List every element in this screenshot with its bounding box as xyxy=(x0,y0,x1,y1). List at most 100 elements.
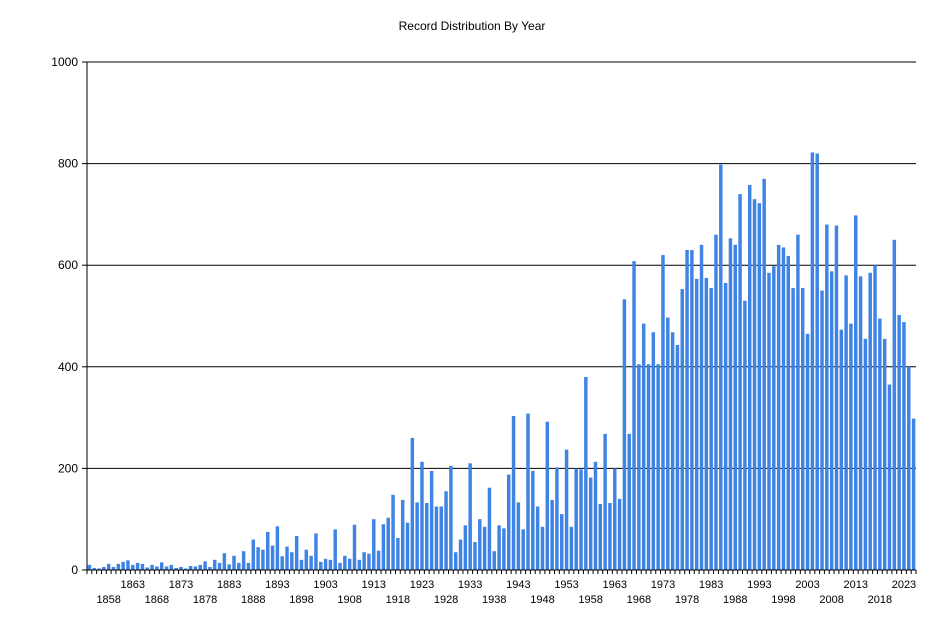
bar xyxy=(106,563,111,570)
bar xyxy=(781,247,786,571)
bar xyxy=(497,525,501,570)
x-tick-label: 1993 xyxy=(747,579,771,591)
bar xyxy=(121,561,125,570)
bar xyxy=(314,533,318,570)
bar xyxy=(887,384,892,570)
bar xyxy=(641,323,646,570)
bar xyxy=(709,288,713,570)
x-tick-label: 1973 xyxy=(651,579,675,591)
bar xyxy=(516,502,521,570)
bar xyxy=(285,546,289,570)
bar xyxy=(569,526,574,570)
y-tick-label: 0 xyxy=(71,563,78,577)
bar xyxy=(810,152,815,570)
bar xyxy=(208,566,212,570)
bar xyxy=(400,499,405,570)
bar xyxy=(632,261,636,570)
bar xyxy=(357,559,362,570)
bar xyxy=(482,526,487,570)
bar xyxy=(622,299,627,570)
y-tick-label: 800 xyxy=(58,157,78,171)
bar xyxy=(579,469,583,570)
bar xyxy=(270,545,275,570)
bar xyxy=(617,498,622,570)
bar xyxy=(193,566,198,570)
bar xyxy=(584,376,588,570)
bar xyxy=(222,553,227,570)
bar xyxy=(723,282,728,570)
bar xyxy=(217,562,222,570)
x-tick-label: 1968 xyxy=(627,594,651,606)
bar xyxy=(902,322,906,570)
bar xyxy=(478,519,482,570)
x-tick-label: 1918 xyxy=(386,594,410,606)
bar xyxy=(458,539,463,570)
bar xyxy=(801,288,805,570)
bar xyxy=(487,487,492,570)
bar xyxy=(410,437,415,570)
bar xyxy=(116,563,121,570)
y-tick-labels: 0 200 400 600 800 1000 xyxy=(51,55,78,577)
bar xyxy=(232,555,236,570)
bar xyxy=(897,314,901,570)
bar xyxy=(434,506,439,570)
bar xyxy=(131,564,135,570)
bar xyxy=(386,517,390,570)
bar xyxy=(333,529,337,570)
bar xyxy=(92,567,96,570)
bar xyxy=(203,561,207,570)
x-tick-label: 1948 xyxy=(530,594,554,606)
bar xyxy=(651,332,656,570)
bar xyxy=(545,421,550,570)
bar xyxy=(743,300,747,570)
bar xyxy=(873,265,877,570)
y-tick-label: 600 xyxy=(58,258,78,272)
bar xyxy=(704,277,709,570)
bar xyxy=(844,275,848,570)
x-tick-label: 1928 xyxy=(434,594,458,606)
bar xyxy=(97,568,101,570)
bar xyxy=(854,215,858,570)
bar xyxy=(473,542,477,570)
x-tick-label: 1963 xyxy=(603,579,627,591)
bar xyxy=(637,364,641,570)
bar xyxy=(425,502,429,570)
bar xyxy=(521,529,525,570)
bar xyxy=(294,535,299,570)
x-tick-label: 1908 xyxy=(337,594,361,606)
bar xyxy=(299,559,304,570)
bar xyxy=(159,562,164,570)
bar xyxy=(531,470,535,570)
bar xyxy=(328,559,333,570)
bar xyxy=(155,566,159,570)
bar xyxy=(613,468,617,570)
bar xyxy=(699,244,704,570)
bar xyxy=(184,568,188,570)
bar xyxy=(757,203,762,570)
bar xyxy=(560,514,564,570)
bar xyxy=(670,332,675,570)
x-tick-labels: 1863 1873 1883 1893 1903 1913 1923 1933 1943 1953… xyxy=(96,579,916,606)
bar xyxy=(762,178,766,570)
bar xyxy=(752,199,757,570)
bar xyxy=(535,506,540,570)
bar xyxy=(690,249,694,570)
bar xyxy=(396,537,400,570)
bar xyxy=(290,552,294,570)
x-tick-label: 1998 xyxy=(771,594,795,606)
bar xyxy=(367,553,371,570)
x-tick-label: 1873 xyxy=(169,579,193,591)
bar xyxy=(338,562,342,570)
bar xyxy=(526,413,530,570)
bar xyxy=(150,564,154,570)
x-tick-label: 1903 xyxy=(313,579,337,591)
bar xyxy=(719,164,723,570)
bar xyxy=(786,256,791,570)
bar xyxy=(256,547,260,570)
x-tick-label: 1883 xyxy=(217,579,241,591)
bar xyxy=(174,567,178,570)
bar xyxy=(492,551,497,570)
bar xyxy=(227,564,231,570)
x-tick-label: 1878 xyxy=(193,594,217,606)
